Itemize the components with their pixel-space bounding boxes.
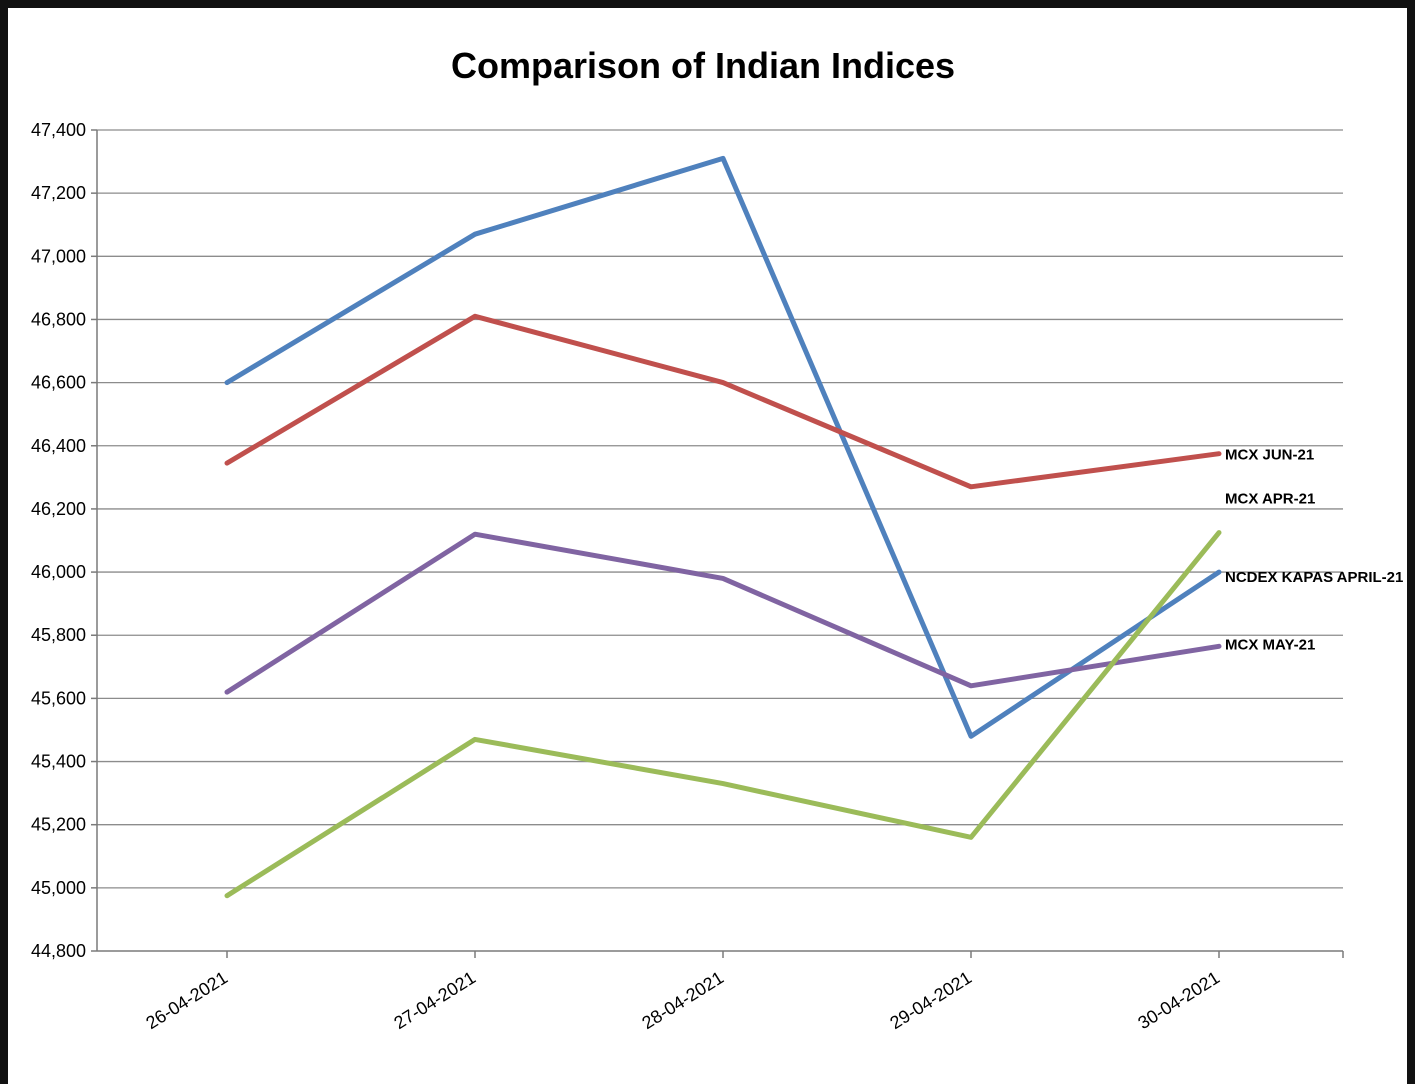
- chart-title: Comparison of Indian Indices: [451, 45, 955, 86]
- axes: [96, 130, 1343, 952]
- y-tick-label: 46,800: [31, 309, 86, 329]
- y-tick-label: 46,400: [31, 436, 86, 456]
- y-tick-label: 45,200: [31, 815, 86, 835]
- series-label: MCX APR-21: [1225, 491, 1315, 508]
- y-tick-label: 46,000: [31, 562, 86, 582]
- x-tick-label: 29-04-2021: [886, 967, 975, 1033]
- y-tick-label: 47,000: [31, 246, 86, 266]
- series-line: [224, 155, 1222, 739]
- series-label: MCX MAY-21: [1225, 636, 1315, 653]
- x-tick-label: 30-04-2021: [1134, 967, 1223, 1033]
- series-line: [224, 530, 1222, 899]
- y-tick-label: 45,600: [31, 688, 86, 708]
- y-tick-label: 45,000: [31, 878, 86, 898]
- x-axis-ticks: 26-04-2021 27-04-2021 28-04-2021 29-04-2021…: [142, 951, 1344, 1033]
- series-label: MCX JUN-21: [1225, 447, 1314, 464]
- y-tick-label: 46,200: [31, 499, 86, 519]
- series-line: [224, 313, 1222, 490]
- y-axis-ticks: 44,800 45,000 45,200 45,400 45,600 45,800 46,0…: [31, 120, 97, 961]
- x-tick-label: 27-04-2021: [390, 967, 479, 1033]
- y-tick-label: 45,400: [31, 752, 86, 772]
- series-labels: NCDEX KAPAS APRIL-21 MCX JUN-21 MCX MAY-21…: [1225, 447, 1403, 654]
- series-label: NCDEX KAPAS APRIL-21: [1225, 569, 1403, 586]
- x-tick-label: 26-04-2021: [142, 967, 231, 1033]
- y-tick-label: 47,400: [31, 120, 86, 140]
- y-tick-label: 47,200: [31, 183, 86, 203]
- y-tick-label: 44,800: [31, 941, 86, 961]
- series-line: [224, 531, 1222, 695]
- y-tick-label: 46,600: [31, 373, 86, 393]
- y-tick-label: 45,800: [31, 625, 86, 645]
- grid: [97, 129, 1343, 889]
- x-tick-label: 28-04-2021: [638, 967, 727, 1033]
- series-lines: [224, 155, 1222, 899]
